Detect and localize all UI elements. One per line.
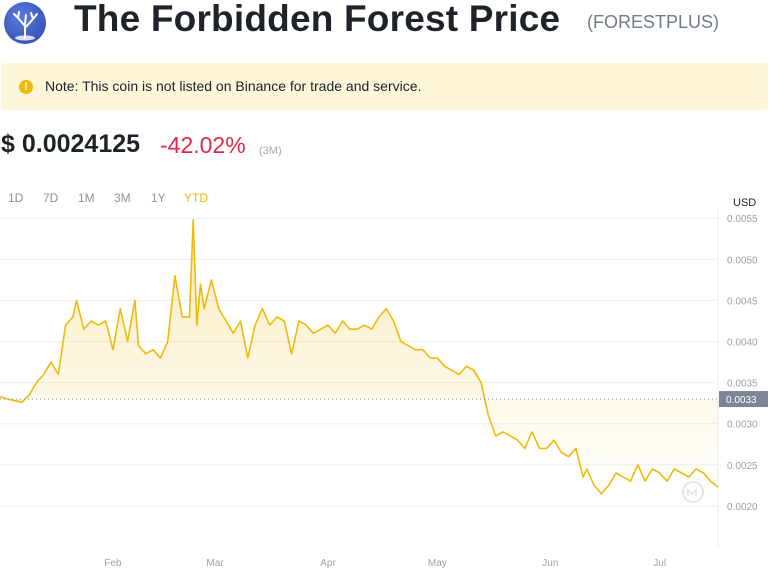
price-change: -42.02% (160, 132, 246, 158)
reference-price-tag (719, 391, 768, 408)
exclamation-icon: ! (19, 80, 33, 94)
currency-unit-label: USD (733, 197, 757, 209)
y-tick-label: 0.0035 (727, 379, 758, 390)
y-tick-label: 0.0020 (727, 502, 758, 513)
price-line (0, 219, 719, 495)
y-tick-label: 0.0030 (727, 420, 758, 431)
ticker-symbol: (FORESTPLUS) (587, 12, 720, 32)
range-tab-1m[interactable]: 1M (78, 191, 95, 205)
range-tab-7d[interactable]: 7D (43, 191, 59, 205)
change-period: (3M) (259, 145, 282, 157)
x-tick-label: Feb (104, 558, 122, 569)
price-area (0, 219, 718, 494)
watermark-icon (682, 481, 704, 503)
price-chart[interactable]: 0.0020 0.0025 0.0030 0.0035 0.0040 0.0045 0.00… (0, 210, 783, 575)
y-tick-label: 0.0025 (727, 461, 758, 472)
range-tab-1y[interactable]: 1Y (151, 191, 166, 205)
x-tick-label: Jun (542, 558, 558, 569)
x-tick-label: Mar (206, 558, 224, 569)
x-tick-label: Jul (653, 558, 666, 569)
range-tab-ytd[interactable]: YTD (184, 191, 208, 205)
y-tick-label: 0.0055 (727, 214, 758, 225)
y-tick-label: 0.0050 (727, 255, 758, 266)
range-tab-1d[interactable]: 1D (8, 191, 24, 205)
y-tick-label: 0.0045 (727, 296, 758, 307)
page-title: The Forbidden Forest Price (74, 0, 561, 39)
x-tick-label: May (428, 558, 447, 569)
forest-tree-logo (4, 2, 46, 44)
notice-banner: ! Note: This coin is not listed on Binan… (1, 63, 768, 110)
y-tick-label: 0.0040 (727, 338, 758, 349)
reference-price-label: 0.0033 (726, 395, 757, 406)
x-tick-label: Apr (320, 558, 336, 569)
range-tab-3m[interactable]: 3M (114, 191, 131, 205)
notice-text: Note: This coin is not listed on Binance… (45, 78, 422, 94)
current-price: $ 0.0024125 (1, 130, 141, 158)
